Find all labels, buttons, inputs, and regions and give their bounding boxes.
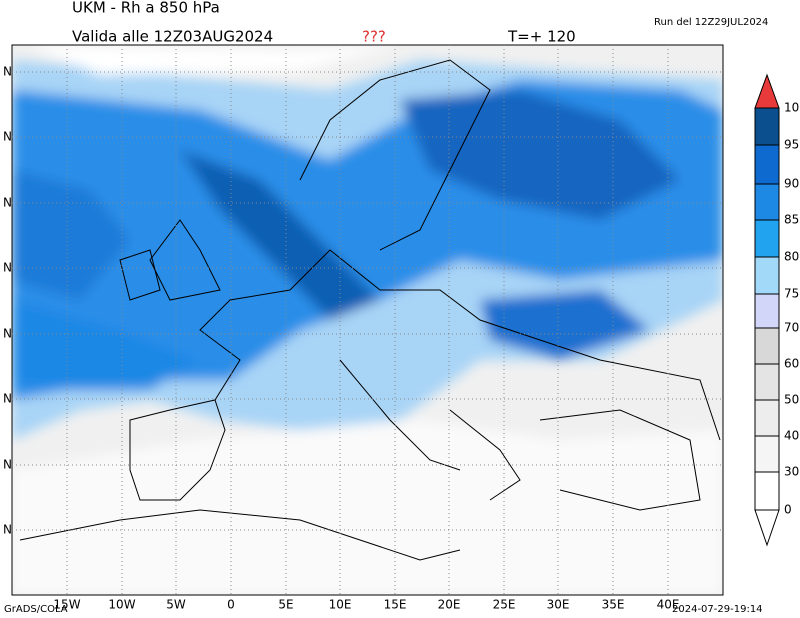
colorbar-label: 95 [784,138,799,152]
colorbar-label: 70 [784,321,799,335]
lat-label: N [3,261,12,275]
colorbar-label: 85 [784,213,799,227]
colorbar-label: 60 [784,357,799,371]
lon-label: 35E [602,598,625,612]
colorbar-segment [754,399,780,437]
colorbar-label: 50 [784,393,799,407]
colorbar-label: 40 [784,429,799,443]
colorbar-segment [754,363,780,401]
colorbar-segment [754,183,780,221]
timestamp: 2024-07-29-19:14 [672,604,763,615]
lon-label: 30E [547,598,570,612]
lat-label: N [3,392,12,406]
colorbar-segment [754,256,780,295]
colorbar-label: 90 [784,177,799,191]
map-frame [11,44,724,596]
colorbar-segment [754,219,780,258]
colorbar-label: 0 [784,503,792,517]
colorbar [754,73,780,547]
lon-label: 5W [166,598,186,612]
colorbar-label: 80 [784,250,799,264]
colorbar-segment [754,327,780,365]
colorbar-label: 30 [784,465,799,479]
humidity-field [12,45,723,595]
lon-label: 5E [278,598,293,612]
colorbar-label: 100 [784,101,800,115]
lon-label: 40E [657,598,680,612]
flag: ??? [362,28,386,46]
colorbar-segment [754,107,780,146]
lon-label: 10W [108,598,135,612]
run-time: Run del 12Z29JUL2024 [654,17,768,28]
lat-label: N [3,130,12,144]
lon-label: 15E [384,598,407,612]
valid-time: Valida alle 12Z03AUG2024 [72,28,273,46]
colorbar-segment [754,293,780,329]
title: UKM - Rh a 850 hPa [72,0,220,17]
lon-label: 25E [493,598,516,612]
colorbar-label: 75 [784,287,799,301]
lon-label: 0 [227,598,235,612]
lon-label: 20E [438,598,461,612]
colorbar-segment [754,435,780,473]
lon-label: 10E [329,598,352,612]
colorbar-labels: 100 95 90 85 80 75 70 60 50 40 30 0 [784,101,800,517]
lat-label: N [3,65,12,79]
graticule: 15W 10W 5W 0 5E 10E 15E 20E 25E 30E 35E 40E N N N N N N N N [3,45,723,612]
lat-label: N [3,458,12,472]
lat-label: N [3,523,12,537]
credit: GrADS/COLA [4,604,68,615]
colorbar-segment [754,144,780,185]
lat-label: N [3,196,12,210]
lat-label: N [3,327,12,341]
forecast-step: T=+ 120 [507,28,576,46]
lon-label: 15W [53,598,80,612]
colorbar-segment [754,471,780,511]
